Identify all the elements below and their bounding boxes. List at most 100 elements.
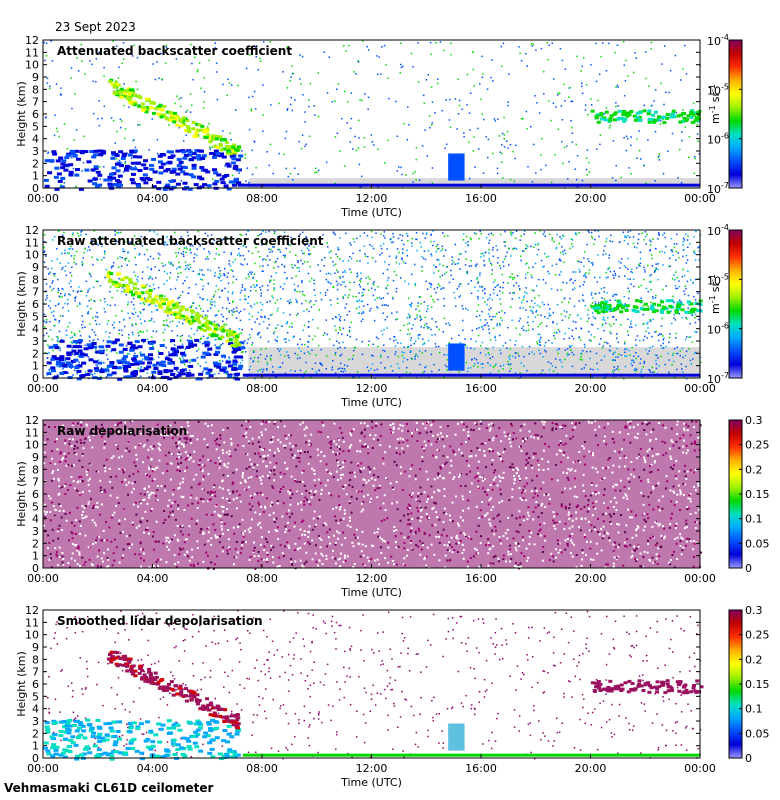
noise-pixel xyxy=(88,335,91,337)
noise-pixel xyxy=(270,248,272,251)
noise-pixel xyxy=(467,283,470,285)
noise-pixel xyxy=(568,301,570,304)
noise-pixel xyxy=(547,303,549,306)
noise-pixel xyxy=(263,315,266,318)
noise-pixel xyxy=(538,306,541,308)
noise-pixel xyxy=(189,245,192,247)
noise-pixel xyxy=(183,319,185,321)
noise-pixel xyxy=(550,362,552,365)
noise-pixel xyxy=(632,71,635,74)
noise-pixel xyxy=(581,444,584,447)
noise-pixel xyxy=(91,256,93,258)
mid-cloud-cell xyxy=(602,306,607,310)
noise-pixel xyxy=(406,316,409,319)
noise-pixel xyxy=(253,273,256,275)
noise-pixel xyxy=(629,354,631,356)
noise-pixel xyxy=(543,93,545,95)
noise-pixel xyxy=(372,294,375,297)
noise-pixel xyxy=(596,368,599,371)
noise-pixel xyxy=(432,230,434,232)
mid-cloud-cell xyxy=(668,304,673,308)
noise-pixel xyxy=(63,294,66,297)
noise-pixel xyxy=(154,304,157,307)
noise-pixel xyxy=(325,161,328,164)
boundary-layer-cell xyxy=(108,172,114,176)
cloud-layer-cell xyxy=(175,315,180,319)
noise-pixel xyxy=(581,92,584,95)
noise-pixel xyxy=(45,42,48,45)
noise-pixel xyxy=(667,352,669,355)
noise-pixel xyxy=(213,239,216,242)
boundary-layer-cell xyxy=(52,152,58,156)
cloud-layer-cell xyxy=(202,328,207,332)
noise-pixel xyxy=(494,286,496,289)
noise-pixel xyxy=(337,302,339,305)
noise-pixel xyxy=(66,147,69,150)
noise-pixel xyxy=(583,281,586,283)
noise-pixel xyxy=(450,274,452,277)
noise-pixel xyxy=(467,367,469,369)
noise-pixel xyxy=(490,76,492,79)
noise-pixel xyxy=(637,238,640,241)
noise-pixel xyxy=(437,247,440,250)
noise-pixel xyxy=(646,233,648,236)
noise-pixel xyxy=(363,288,366,291)
noise-pixel xyxy=(371,245,373,248)
noise-pixel xyxy=(270,359,272,361)
noise-pixel xyxy=(654,130,657,133)
boundary-layer-cell xyxy=(49,159,55,163)
noise-pixel xyxy=(107,320,110,322)
noise-pixel xyxy=(575,321,577,323)
noise-pixel xyxy=(100,258,103,261)
noise-pixel xyxy=(127,301,129,304)
noise-pixel xyxy=(387,139,389,142)
noise-pixel xyxy=(464,344,467,347)
noise-pixel xyxy=(649,369,651,372)
noise-pixel xyxy=(569,314,571,316)
noise-pixel xyxy=(564,332,567,335)
noise-pixel xyxy=(602,316,605,319)
noise-pixel xyxy=(632,236,635,238)
noise-pixel xyxy=(504,255,507,258)
noise-pixel xyxy=(283,266,286,268)
noise-pixel xyxy=(655,247,657,250)
noise-pixel xyxy=(594,301,596,303)
noise-pixel xyxy=(502,286,504,289)
noise-pixel xyxy=(91,329,94,331)
noise-pixel xyxy=(487,156,489,159)
cloud-layer-cell xyxy=(195,312,200,316)
noise-pixel xyxy=(542,278,545,281)
boundary-layer-cell xyxy=(129,346,135,350)
noise-pixel xyxy=(226,359,228,362)
noise-pixel xyxy=(223,323,226,326)
noise-pixel xyxy=(694,313,697,316)
noise-pixel xyxy=(414,318,416,320)
noise-pixel xyxy=(396,135,399,138)
boundary-layer-cell xyxy=(92,345,98,349)
noise-pixel xyxy=(285,167,288,170)
noise-pixel xyxy=(79,334,82,337)
noise-pixel xyxy=(230,138,232,141)
noise-pixel xyxy=(681,139,683,142)
boundary-layer-cell xyxy=(188,364,194,368)
noise-pixel xyxy=(348,358,350,361)
noise-pixel xyxy=(585,157,588,160)
noise-pixel xyxy=(71,347,74,349)
noise-pixel xyxy=(367,282,369,285)
noise-pixel xyxy=(444,364,447,367)
noise-pixel xyxy=(49,320,51,323)
mid-cloud-cell xyxy=(659,116,664,120)
noise-pixel xyxy=(639,262,642,264)
boundary-layer-cell xyxy=(170,339,176,343)
noise-pixel xyxy=(557,92,559,94)
noise-pixel xyxy=(197,363,199,365)
boundary-layer-cell xyxy=(44,159,50,163)
noise-pixel xyxy=(48,370,51,372)
noise-pixel xyxy=(106,304,109,306)
noise-pixel xyxy=(169,321,171,323)
boundary-layer-cell xyxy=(119,164,125,168)
noise-pixel xyxy=(614,359,616,362)
noise-pixel xyxy=(164,241,167,243)
noise-pixel xyxy=(314,294,316,297)
noise-pixel xyxy=(443,297,445,300)
